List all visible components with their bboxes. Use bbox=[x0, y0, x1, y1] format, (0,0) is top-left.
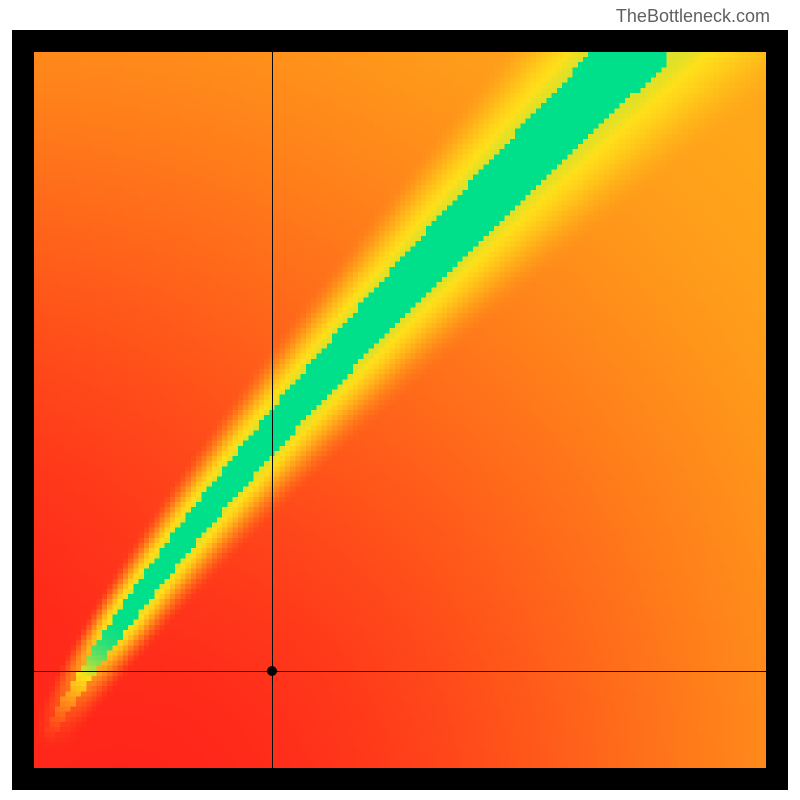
crosshair-marker bbox=[267, 666, 277, 676]
heatmap-plot bbox=[34, 52, 766, 768]
crosshair-horizontal bbox=[34, 671, 766, 672]
watermark-text: TheBottleneck.com bbox=[616, 6, 770, 27]
plot-frame bbox=[12, 30, 788, 790]
crosshair-vertical bbox=[272, 52, 273, 768]
heatmap-canvas bbox=[34, 52, 766, 768]
